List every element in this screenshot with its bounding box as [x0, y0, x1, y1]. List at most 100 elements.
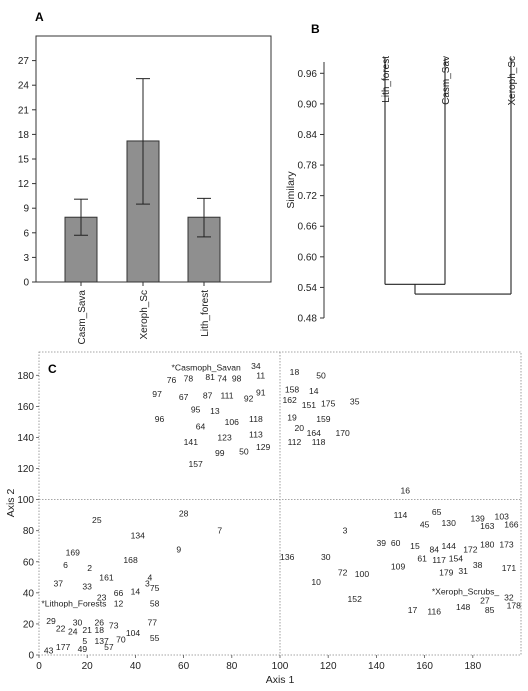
panel-c-point-label: 84: [429, 544, 439, 554]
panel-c-point-label: 163: [480, 521, 495, 531]
panel-c-point-label: 129: [256, 442, 271, 452]
panel-c-point-label: 31: [458, 566, 468, 576]
panel-c-y-tick-label: 180: [17, 371, 34, 382]
panel-c-point-label: 112: [288, 437, 302, 447]
panel-b-y-tick-label: 0.96: [298, 69, 318, 80]
panel-c-point-label: 151: [302, 400, 317, 410]
panel-c-x-tick-label: 100: [272, 661, 289, 672]
panel-c-x-tick-label: 140: [368, 661, 385, 672]
panel-a-y-tick-label: 9: [23, 204, 29, 215]
panel-c-point-label: 169: [66, 547, 81, 557]
panel-c-point-label: 139: [470, 513, 485, 523]
panel-b-y-tick-label: 0.54: [298, 283, 318, 294]
panel-c-x-tick-label: 120: [320, 661, 337, 672]
panel-a-y-tick-label: 21: [18, 105, 30, 116]
panel-c-y-tick-label: 20: [23, 619, 35, 630]
panel-c-point-label: 22: [56, 624, 66, 634]
panel-c-point-label: 106: [225, 417, 240, 427]
panel-a-y-tick-label: 3: [23, 253, 29, 264]
panel-c-point-label: 171: [502, 563, 517, 573]
panel-b-dendrogram: B 0.96 0.90 0.84 0.78 0.72 0.66 0.60 0.54 0.48 S…: [285, 22, 518, 325]
panel-c-point-label: 10: [311, 577, 321, 587]
panel-c-point-label: 16: [401, 485, 411, 495]
panel-c-point-label: 28: [179, 509, 189, 519]
panel-b-y-tick-label: 0.90: [298, 99, 318, 110]
panel-c-x-tick-label: 180: [464, 661, 481, 672]
panel-a-y-tick-label: 15: [18, 155, 30, 166]
panel-c-point-label: 49: [78, 644, 88, 654]
panel-c-point-label: 162: [282, 395, 297, 405]
panel-c-label: C: [48, 362, 57, 376]
panel-b-y-tick-label: 0.78: [298, 161, 318, 172]
panel-c-point-label: 144: [442, 541, 457, 551]
panel-c-point-label: 14: [131, 586, 141, 596]
panel-c-point-label: 3: [343, 526, 348, 536]
panel-b-leaf-label: Lith_forest: [381, 56, 392, 103]
panel-c-point-label: 170: [335, 428, 350, 438]
panel-c-point-label: 136: [280, 552, 295, 562]
panel-c-point-label: 45: [420, 519, 430, 529]
panel-c-y-tick-label: 60: [23, 557, 35, 568]
panel-c-point-label: 64: [196, 422, 206, 432]
panel-a-y-tick-label: 6: [23, 228, 29, 239]
panel-a-y-tick-label: 12: [18, 179, 30, 190]
panel-c-point-label: 11: [256, 370, 265, 380]
panel-a-category-label: Casm_Sava: [77, 290, 88, 345]
panel-c-point-label: 13: [210, 406, 220, 416]
panel-c-point-label: 95: [191, 404, 201, 414]
panel-c-y-tick-label: 0: [28, 651, 34, 662]
panel-b-y-axis-title: Similary: [285, 171, 297, 209]
panel-c-point-label: 168: [123, 555, 138, 565]
panel-c-point-label: 109: [391, 561, 406, 571]
panel-c-point-label: 91: [256, 387, 266, 397]
panel-c-point-label: 76: [167, 375, 177, 385]
panel-c-point-label: 98: [232, 373, 242, 383]
panel-c-point-label: 24: [68, 627, 78, 637]
panel-c-y-tick-label: 40: [23, 588, 35, 599]
panel-a-bar-chart: A 0 3 6 9 12 15 18 21 24 27 Casm_Sava Xeroph_Sc Lit…: [18, 10, 272, 345]
panel-c-y-tick-label: 100: [17, 495, 34, 506]
panel-c-point-label: 179: [439, 568, 454, 578]
panel-c-point-label: 7: [217, 526, 222, 536]
panel-b-y-tick-label: 0.48: [298, 314, 318, 325]
panel-c-point-label: 96: [155, 414, 165, 424]
panel-c-point-label: 25: [92, 515, 102, 525]
panel-c-point-label: 78: [184, 373, 194, 383]
panel-c-point-label: 100: [355, 569, 370, 579]
panel-c-x-tick-label: 160: [416, 661, 433, 672]
panel-c-point-label: 18: [290, 367, 300, 377]
panel-c-point-label: 77: [147, 617, 157, 627]
panel-c-y-tick-label: 140: [17, 433, 34, 444]
panel-c-point-label: 87: [203, 391, 213, 401]
panel-b-label: B: [311, 22, 320, 36]
panel-a-y-tick-label: 24: [18, 81, 30, 92]
panel-c-point-label: 50: [316, 370, 326, 380]
panel-c-point-label: 6: [63, 560, 68, 570]
panel-c-point-label: 38: [473, 560, 483, 570]
panel-c-group-label: *Casmoph_Savan: [172, 363, 241, 373]
panel-c-point-label: 15: [410, 541, 420, 551]
panel-c-point-label: 37: [53, 579, 63, 589]
panel-b-y-tick-label: 0.72: [298, 191, 318, 202]
panel-c-point-label: 5: [82, 636, 87, 646]
panel-c-x-axis-title: Axis 1: [266, 674, 295, 686]
panel-c-point-label: 21: [82, 625, 92, 635]
panel-c-group-label: *Xeroph_Scrubs_: [432, 586, 500, 596]
panel-c-x-tick-label: 0: [36, 661, 42, 672]
panel-c-point-label: 75: [150, 583, 160, 593]
panel-c-point-label: 9: [176, 544, 181, 554]
panel-c-y-axis-title: Axis 2: [5, 489, 17, 518]
panel-b-y-tick-label: 0.84: [298, 130, 318, 141]
panel-c-point-label: 60: [391, 538, 401, 548]
panel-c-point-label: 152: [348, 594, 363, 604]
panel-b-leaf-label: Xeroph_Sc: [507, 56, 518, 105]
panel-c-point-label: 55: [150, 633, 160, 643]
panel-c-point-label: 158: [285, 384, 300, 394]
panel-c-point-label: 103: [495, 512, 510, 522]
panel-a-label: A: [35, 10, 44, 24]
panel-a-y-tick-label: 18: [18, 130, 30, 141]
panel-c-point-label: 34: [251, 361, 261, 371]
panel-c-point-label: 117: [432, 555, 446, 565]
panel-c-point-label: 130: [442, 518, 457, 528]
panel-c-point-label: 18: [94, 625, 104, 635]
